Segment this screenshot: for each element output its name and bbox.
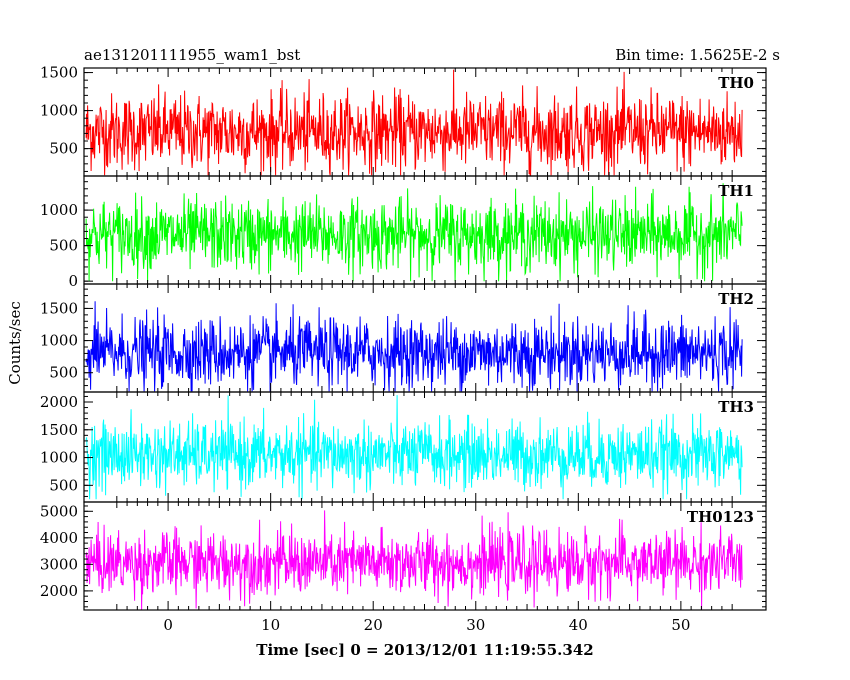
x-tick-label: 0 [163,616,173,634]
y-tick-label: 1000 [40,102,78,120]
y-tick-label: 4000 [40,529,78,547]
y-tick-label: 1500 [40,64,78,82]
y-tick-label: 1000 [40,449,78,467]
panels-group: 50010001500TH005001000TH150010001500TH25… [40,64,767,634]
x-tick-label: 50 [671,616,690,634]
series-trace-th2 [85,301,743,392]
x-tick-label: 40 [569,616,588,634]
y-tick-label: 500 [49,476,78,494]
x-tick-label: 30 [466,616,485,634]
chart-title: ae131201111955_wam1_bst [84,46,300,64]
series-label-th2: TH2 [718,290,754,308]
series-trace-th0 [85,69,743,176]
y-tick-label: 0 [68,272,78,290]
series-trace-th3 [85,395,743,500]
y-tick-label: 2000 [40,582,78,600]
panel-frame-th0123 [83,501,767,611]
y-tick-label: 5000 [40,502,78,520]
y-tick-label: 3000 [40,555,78,573]
series-label-th1: TH1 [718,182,754,200]
y-tick-label: 2000 [40,393,78,411]
y-tick-label: 1500 [40,421,78,439]
y-tick-label: 1000 [40,201,78,219]
bin-time-label: Bin time: 1.5625E-2 s [615,46,780,64]
x-tick-label: 10 [261,616,280,634]
x-axis-label: Time [sec] 0 = 2013/12/01 11:19:55.342 [256,641,593,659]
y-tick-label: 1000 [40,332,78,350]
series-trace-th0123 [85,510,743,611]
y-tick-label: 500 [49,364,78,382]
x-tick-label: 20 [364,616,383,634]
series-trace-th1 [85,183,743,282]
y-tick-label: 500 [49,140,78,158]
y-tick-label: 1500 [40,299,78,317]
series-label-th3: TH3 [718,398,754,416]
y-tick-label: 500 [49,237,78,255]
series-label-th0: TH0 [718,74,754,92]
y-axis-label: Counts/sec [6,301,24,385]
series-label-th0123: TH0123 [687,508,754,526]
